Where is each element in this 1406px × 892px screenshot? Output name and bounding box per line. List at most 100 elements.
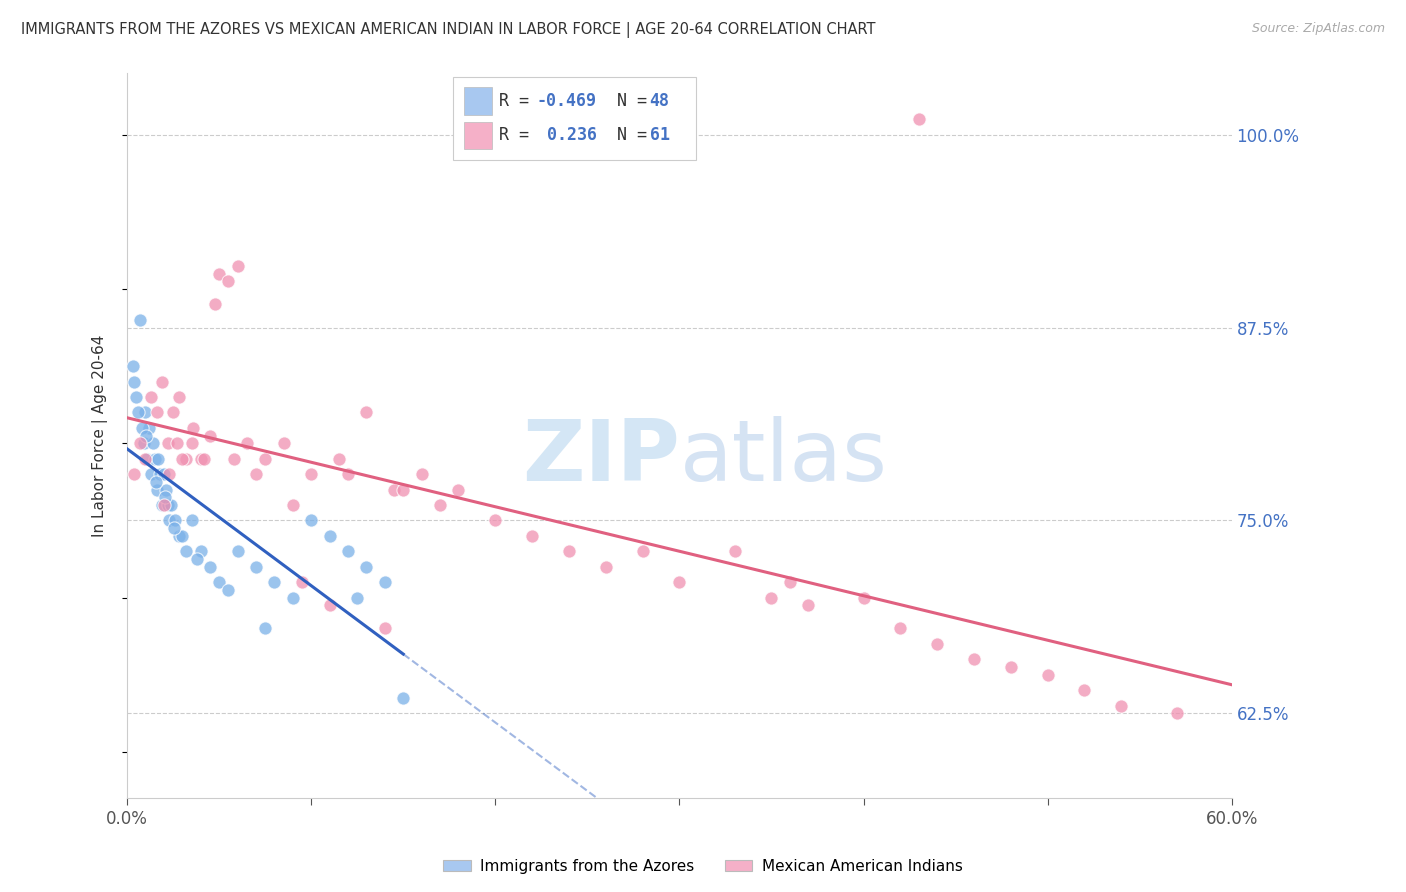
FancyBboxPatch shape — [464, 87, 492, 115]
Point — [263, 575, 285, 590]
Point — [180, 513, 202, 527]
Point — [447, 483, 470, 497]
Point — [148, 451, 170, 466]
Point — [273, 436, 295, 450]
Point — [208, 267, 231, 281]
Point — [392, 483, 415, 497]
Text: R =: R = — [499, 92, 540, 111]
FancyBboxPatch shape — [453, 77, 696, 160]
Point — [318, 599, 340, 613]
Point — [166, 436, 188, 450]
Point — [337, 544, 360, 558]
Point — [134, 451, 156, 466]
Text: 61: 61 — [650, 127, 669, 145]
Point — [411, 467, 433, 482]
Point — [125, 390, 148, 404]
Text: N =: N = — [596, 127, 657, 145]
Point — [183, 421, 205, 435]
Point — [145, 483, 167, 497]
Point — [167, 390, 190, 404]
Legend: , : , — [513, 88, 581, 156]
Point — [136, 451, 159, 466]
Text: ZIP: ZIP — [522, 416, 679, 499]
Point — [174, 451, 197, 466]
Text: 0.236: 0.236 — [537, 127, 598, 145]
Point — [153, 490, 176, 504]
Point — [172, 529, 194, 543]
Point — [190, 451, 212, 466]
Point — [558, 544, 581, 558]
Point — [291, 575, 314, 590]
Text: Source: ZipAtlas.com: Source: ZipAtlas.com — [1251, 22, 1385, 36]
Point — [346, 591, 368, 605]
Point — [208, 575, 231, 590]
Point — [254, 451, 277, 466]
Point — [382, 483, 405, 497]
Point — [927, 637, 949, 651]
Point — [245, 467, 267, 482]
Point — [198, 428, 221, 442]
Text: R =: R = — [499, 127, 540, 145]
Point — [160, 498, 183, 512]
Point — [631, 544, 654, 558]
Point — [520, 529, 543, 543]
Point — [1036, 667, 1059, 681]
Point — [150, 498, 173, 512]
Text: atlas: atlas — [679, 416, 887, 499]
Point — [129, 436, 152, 450]
Point — [374, 575, 396, 590]
Point — [121, 359, 143, 373]
Point — [374, 622, 396, 636]
Point — [163, 513, 186, 527]
Point — [139, 390, 162, 404]
Point — [235, 436, 257, 450]
Point — [124, 467, 146, 482]
Point — [668, 575, 690, 590]
Point — [226, 544, 249, 558]
Point — [156, 498, 179, 512]
Point — [299, 467, 322, 482]
Point — [222, 451, 245, 466]
Point — [167, 529, 190, 543]
Point — [1166, 706, 1188, 721]
Point — [135, 428, 157, 442]
Point — [155, 483, 177, 497]
Point — [217, 274, 239, 288]
Point — [356, 559, 378, 574]
Point — [595, 559, 617, 574]
FancyBboxPatch shape — [464, 121, 492, 149]
Point — [180, 436, 202, 450]
Y-axis label: In Labor Force | Age 20-64: In Labor Force | Age 20-64 — [93, 334, 108, 537]
Point — [127, 405, 149, 419]
Point — [779, 575, 801, 590]
Point — [204, 297, 226, 311]
Point — [198, 559, 221, 574]
Point — [153, 467, 176, 482]
Point — [226, 259, 249, 273]
Point — [429, 498, 451, 512]
Point — [159, 513, 181, 527]
Point — [132, 436, 155, 450]
Point — [143, 451, 166, 466]
Point — [134, 405, 156, 419]
Point — [318, 529, 340, 543]
Point — [174, 544, 197, 558]
Point — [724, 544, 747, 558]
Point — [163, 521, 186, 535]
Point — [1000, 660, 1022, 674]
Point — [162, 405, 184, 419]
Point — [193, 451, 215, 466]
Point — [356, 405, 378, 419]
Point — [131, 421, 153, 435]
Point — [129, 313, 152, 327]
Point — [159, 467, 181, 482]
Point — [281, 498, 304, 512]
Point — [484, 513, 506, 527]
Point — [889, 622, 911, 636]
Point — [172, 451, 194, 466]
Point — [245, 559, 267, 574]
Text: -0.469: -0.469 — [537, 92, 598, 111]
Point — [761, 591, 783, 605]
Point — [150, 375, 173, 389]
Point — [852, 591, 875, 605]
